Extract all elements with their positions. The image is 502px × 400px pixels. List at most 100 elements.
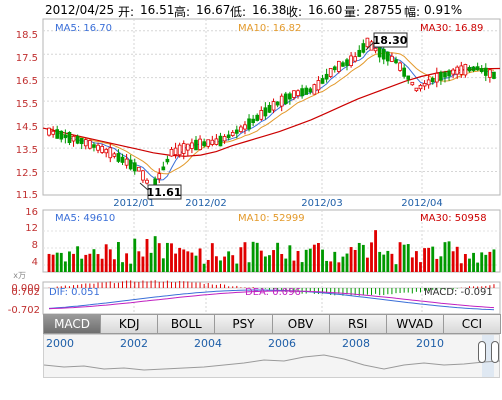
candle-body bbox=[488, 69, 492, 78]
volume-ma5-label: MA5: 49610 bbox=[55, 213, 115, 224]
navigator-left-handle[interactable] bbox=[478, 341, 486, 363]
volume-bar bbox=[459, 263, 463, 272]
volume-bar bbox=[476, 262, 480, 272]
candle-body bbox=[218, 135, 223, 147]
tab-psy[interactable]: PSY bbox=[214, 314, 273, 334]
macd-dif-label: DIF: 0.051 bbox=[49, 287, 100, 298]
volume-bar bbox=[117, 242, 120, 272]
high-annotation: 18.30 bbox=[365, 32, 408, 51]
tab-rsi[interactable]: RSI bbox=[328, 314, 387, 334]
candle-body bbox=[410, 81, 415, 86]
candle-body bbox=[292, 90, 296, 98]
volume-bar bbox=[472, 252, 475, 272]
navigator-right-handle[interactable] bbox=[491, 341, 499, 363]
tab-boll[interactable]: BOLL bbox=[157, 314, 216, 334]
candle-body bbox=[198, 138, 202, 151]
candle-body bbox=[59, 130, 64, 140]
candle-body bbox=[71, 135, 76, 142]
candle-body bbox=[279, 95, 284, 107]
candle-body bbox=[259, 110, 264, 120]
volume-bar bbox=[443, 242, 447, 272]
volume-bar bbox=[435, 258, 439, 272]
price-ytick: 12.5 bbox=[16, 168, 38, 179]
macd-ytick: 0.702 bbox=[11, 287, 40, 298]
volume-bar bbox=[178, 247, 182, 272]
volume-bar bbox=[190, 252, 194, 272]
macd-dea-label: DEA: 0.096 bbox=[245, 287, 301, 298]
volume-bar bbox=[406, 244, 410, 272]
volume-bar bbox=[325, 260, 329, 272]
volume-bar bbox=[84, 254, 88, 272]
volume-bar bbox=[235, 263, 239, 272]
candle-body bbox=[234, 129, 239, 134]
candle-body bbox=[345, 59, 349, 66]
candle-body bbox=[63, 134, 68, 139]
candle-body bbox=[165, 158, 170, 163]
volume-bar bbox=[337, 262, 341, 272]
volume-bar bbox=[104, 244, 108, 272]
moving-average-lines bbox=[42, 46, 501, 181]
candle-body bbox=[75, 136, 80, 144]
volume-bars bbox=[47, 230, 496, 272]
candle-body bbox=[394, 59, 398, 64]
tab-kdj[interactable]: KDJ bbox=[100, 314, 159, 334]
volume-bar bbox=[431, 246, 435, 272]
volume-bar bbox=[165, 242, 169, 272]
price-ytick: 15.5 bbox=[16, 99, 38, 110]
volume-bar bbox=[55, 252, 59, 272]
candle-body bbox=[479, 68, 484, 73]
candle-body bbox=[194, 139, 198, 151]
candle-body bbox=[422, 83, 427, 87]
candle-body bbox=[288, 93, 292, 100]
candle-body bbox=[377, 46, 382, 58]
volume-bar bbox=[276, 242, 280, 272]
candle-body bbox=[104, 148, 109, 154]
volume-bar bbox=[88, 253, 92, 272]
volume-bar bbox=[92, 249, 96, 272]
price-xtick: 2012/03 bbox=[301, 198, 343, 209]
navigator-year: 2006 bbox=[268, 337, 296, 350]
tab-obv[interactable]: OBV bbox=[271, 314, 330, 334]
price-ytick: 13.5 bbox=[16, 145, 38, 156]
candle-body bbox=[120, 156, 125, 163]
volume-bar bbox=[365, 257, 369, 272]
volume-bar bbox=[329, 261, 333, 272]
macd-ytick: 0.000 bbox=[11, 283, 40, 294]
candle-body bbox=[47, 127, 51, 136]
timeline-navigator[interactable]: 2000 2002 2004 2006 2008 2010 bbox=[43, 334, 501, 378]
volume-bar bbox=[370, 242, 373, 272]
candle-body bbox=[406, 75, 411, 80]
navigator-year: 2008 bbox=[342, 337, 370, 350]
volume-bar bbox=[137, 251, 141, 272]
volume-bar bbox=[308, 248, 312, 272]
candle-body bbox=[414, 87, 419, 92]
candle-body bbox=[83, 139, 88, 147]
candle-body bbox=[181, 143, 186, 154]
volume-bar bbox=[414, 251, 418, 272]
ma10-line bbox=[48, 52, 495, 175]
volume-bar bbox=[382, 254, 386, 272]
volume-ytick: 12 bbox=[25, 223, 38, 234]
volume-bar bbox=[161, 258, 165, 272]
low-annotation-text: 11.61 bbox=[147, 186, 182, 199]
volume-ytick: 16 bbox=[25, 207, 38, 218]
volume-bar bbox=[170, 243, 173, 272]
candle-body bbox=[283, 93, 288, 105]
volume-bar bbox=[468, 258, 471, 272]
volume-bar bbox=[223, 256, 226, 272]
candle-body bbox=[79, 138, 84, 145]
candle-body bbox=[100, 145, 104, 153]
tab-cci[interactable]: CCI bbox=[442, 314, 501, 334]
volume-bar bbox=[378, 251, 382, 272]
tab-wvad[interactable]: WVAD bbox=[385, 314, 444, 334]
tab-macd[interactable]: MACD bbox=[43, 314, 102, 334]
volume-bar bbox=[51, 254, 55, 272]
volume-bar bbox=[76, 246, 80, 272]
candle-body bbox=[357, 49, 362, 57]
volume-bar bbox=[210, 243, 214, 272]
candle-body bbox=[271, 101, 276, 111]
candle-body bbox=[116, 153, 121, 162]
volume-bar bbox=[455, 246, 459, 272]
candle-body bbox=[312, 84, 317, 95]
volume-bar bbox=[272, 250, 275, 272]
